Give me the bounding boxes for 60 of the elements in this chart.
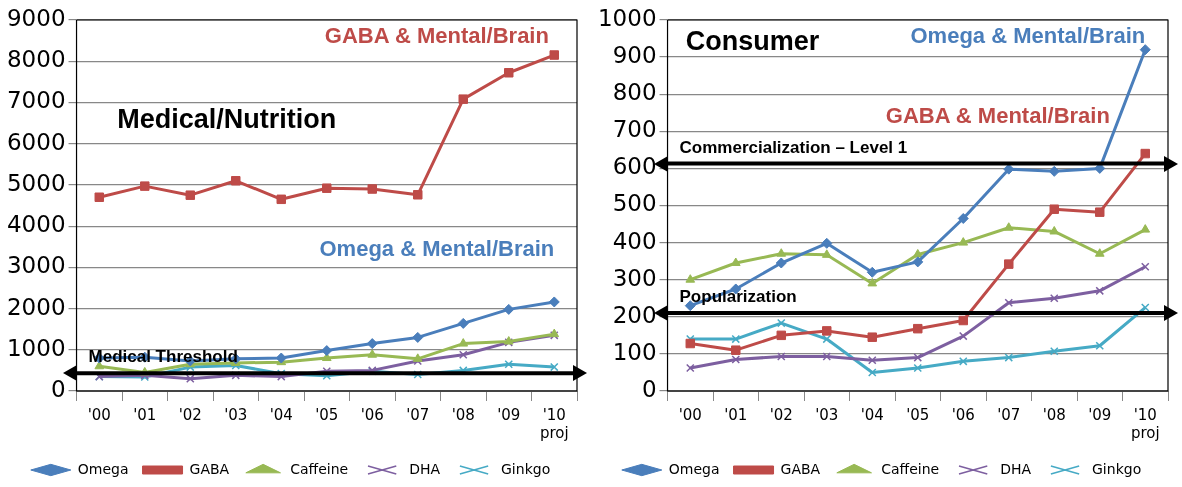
y-tick-label: 300 (612, 264, 657, 291)
legend-label: Ginkgo (1092, 460, 1142, 477)
legend-label: Caffeine (290, 460, 349, 477)
y-tick-label: 8000 (6, 46, 66, 73)
x-tick-label: '03 (224, 405, 248, 424)
y-tick-label: 100 (612, 338, 657, 365)
y-tick-label: 5000 (6, 169, 66, 196)
legend-label: Omega (668, 460, 720, 477)
x-tick-label: '01 (724, 405, 748, 424)
y-tick-label: 6000 (6, 128, 66, 155)
annotation: GABA & Mental/Brain (324, 22, 549, 48)
y-tick-label: 7000 (6, 87, 66, 114)
y-tick-label: 700 (612, 116, 657, 143)
legend-label: GABA (189, 460, 230, 477)
y-tick-label: 200 (612, 301, 657, 328)
x-tick-label: '00 (678, 405, 702, 424)
y-tick-label: 600 (612, 153, 657, 180)
x-tick-label: '07 (406, 405, 430, 424)
x-tick-label: '08 (451, 405, 475, 424)
ref-line-label: Commercialization – Level 1 (679, 137, 908, 157)
y-tick-label: 0 (641, 375, 657, 402)
x-tick-label: '06 (951, 405, 975, 424)
y-tick-label: 800 (612, 79, 657, 106)
x-tick-label: '00 (87, 405, 111, 424)
legend-label: Caffeine (881, 460, 940, 477)
annotation: GABA & Mental/Brain (885, 102, 1110, 128)
y-tick-label: 3000 (6, 252, 66, 279)
y-tick-label: 9000 (6, 4, 66, 31)
legend-label: Ginkgo (501, 460, 551, 477)
y-tick-label: 4000 (6, 211, 66, 238)
annotation: Omega & Mental/Brain (910, 22, 1146, 48)
y-tick-label: 1000 (6, 334, 66, 361)
y-tick-label: 0 (50, 375, 66, 402)
x-tick-label: '04 (269, 405, 293, 424)
x-tick-label: '10 proj (1130, 405, 1160, 442)
y-tick-label: 400 (612, 227, 657, 254)
x-tick-label: '02 (178, 405, 202, 424)
x-tick-label: '09 (497, 405, 521, 424)
x-tick-label: '02 (769, 405, 793, 424)
x-tick-label: '01 (133, 405, 157, 424)
legend-label: DHA (1000, 460, 1032, 477)
y-tick-label: 2000 (6, 293, 66, 320)
annotation: Consumer (685, 25, 820, 56)
y-tick-label: 900 (612, 42, 657, 69)
y-tick-label: 500 (612, 190, 657, 217)
x-tick-label: '03 (815, 405, 839, 424)
x-tick-label: '05 (315, 405, 339, 424)
x-tick-label: '10 proj (539, 405, 569, 442)
legend-label: DHA (409, 460, 441, 477)
y-tick-label: 1000 (597, 4, 657, 31)
x-tick-label: '09 (1088, 405, 1112, 424)
x-tick-label: '06 (360, 405, 384, 424)
annotation: Medical/Nutrition (117, 103, 337, 134)
x-tick-label: '08 (1042, 405, 1066, 424)
legend-label: GABA (780, 460, 821, 477)
annotation: Omega & Mental/Brain (319, 236, 555, 262)
x-tick-label: '07 (997, 405, 1021, 424)
legend-label: Omega (77, 460, 129, 477)
x-tick-label: '05 (906, 405, 930, 424)
x-tick-label: '04 (860, 405, 884, 424)
